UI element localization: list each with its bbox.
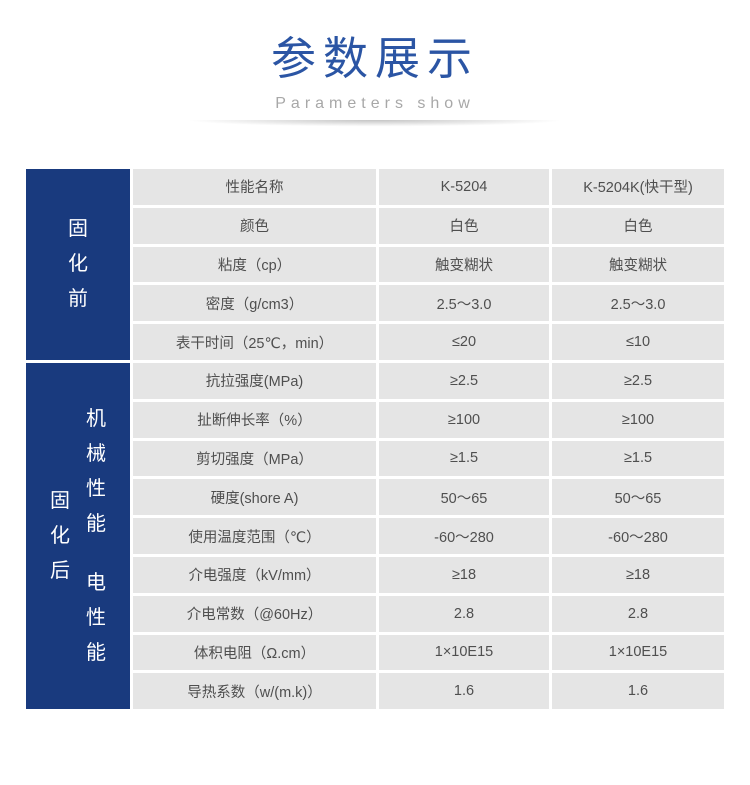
precure-label: 固化前 [68,217,88,310]
value-cell-k5204: ≥1.5 [379,440,549,477]
property-cell: 密度（g/cm3） [133,285,376,322]
parameters-table: 固化前 固化后 机械性能 电性能 性能名称 K-5204 K-5204K(快干型… [26,169,724,710]
value-cell-k5204k: 白色 [552,207,724,244]
sidebar-precure-block: 固化前 [26,169,130,360]
postcure-sublabels: 机械性能 电性能 [85,402,108,671]
property-cell: 粘度（cp） [133,246,376,283]
title-shadow-divider [115,120,635,129]
property-cell: 抗拉强度(MPa) [133,362,376,399]
value-cell-k5204: 触变糊状 [379,246,549,283]
page-title: 参数展示 [270,33,479,84]
value-cell-k5204k: 1×10E15 [552,634,724,671]
value-cell-k5204k: ≤10 [552,324,724,360]
value-cell-k5204k: ≥18 [552,556,724,593]
property-cell: 介电常数（@60Hz） [133,595,376,632]
property-cell: 剪切强度（MPa） [133,440,376,477]
value-cell-k5204k: -60～280 [552,518,724,554]
value-cell-k5204: ≥2.5 [379,362,549,399]
value-cell-k5204k: 触变糊状 [552,246,724,283]
column-header-property: 性能名称 [133,169,376,205]
property-cell: 硬度(shore A) [133,479,376,516]
sidebar-postcure-block: 固化后 机械性能 电性能 [26,362,130,710]
page-subtitle: Parameters show [275,95,475,112]
value-cell-k5204k: ≥100 [552,401,724,438]
value-cell-k5204k: 2.8 [552,595,724,632]
value-cell-k5204: ≥18 [379,556,549,593]
electrical-properties-label: 电性能 [86,571,106,664]
value-cell-k5204k: ≥1.5 [552,440,724,477]
property-cell: 体积电阻（Ω.cm） [133,634,376,671]
value-cell-k5204k: 2.5～3.0 [552,285,724,322]
column-header-k5204: K-5204 [379,169,549,205]
value-cell-k5204: 50～65 [379,479,549,516]
value-cell-k5204: 2.8 [379,595,549,632]
postcure-label: 固化后 [50,489,70,582]
value-cell-k5204k: 1.6 [552,673,724,710]
property-cell: 导热系数（w/(m.k)） [133,673,376,710]
value-cell-k5204: 2.5～3.0 [379,285,549,322]
value-cell-k5204: 1.6 [379,673,549,710]
value-cell-k5204: ≥100 [379,401,549,438]
value-cell-k5204: 白色 [379,207,549,244]
property-cell: 使用温度范围（℃） [133,518,376,554]
value-cell-k5204: 1×10E15 [379,634,549,671]
value-cell-k5204: ≤20 [379,324,549,360]
column-header-k5204k: K-5204K(快干型) [552,169,724,205]
value-cell-k5204: -60～280 [379,518,549,554]
value-cell-k5204k: ≥2.5 [552,362,724,399]
mechanical-properties-label: 机械性能 [86,407,106,535]
property-cell: 表干时间（25℃，min） [133,324,376,360]
property-cell: 介电强度（kV/mm） [133,556,376,593]
property-cell: 颜色 [133,207,376,244]
property-cell: 扯断伸长率（%） [133,401,376,438]
page-header: 参数展示 Parameters show [0,0,750,129]
value-cell-k5204k: 50～65 [552,479,724,516]
